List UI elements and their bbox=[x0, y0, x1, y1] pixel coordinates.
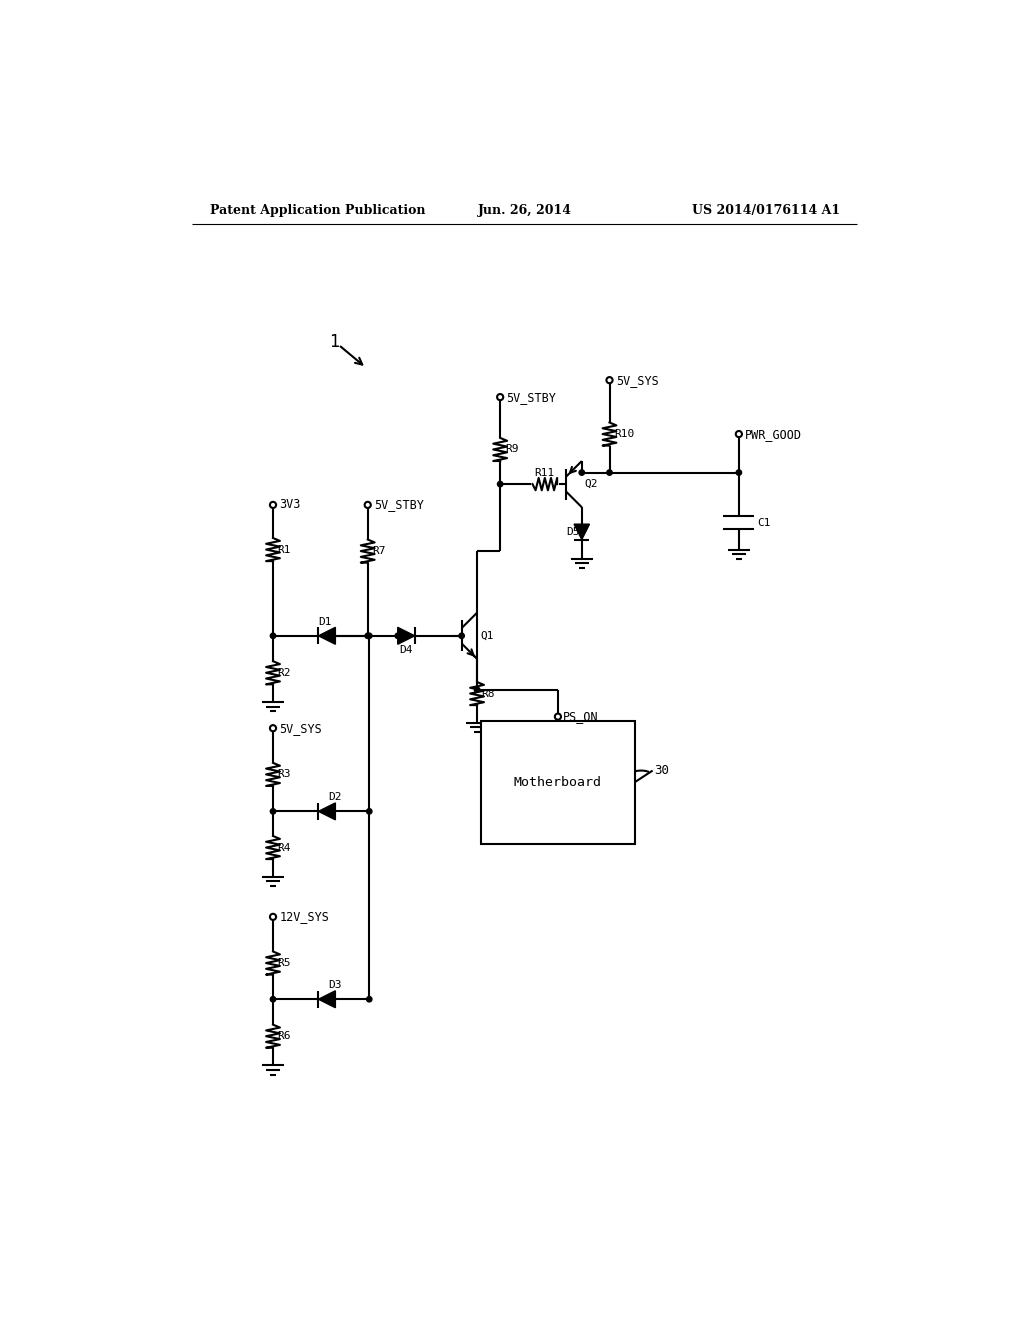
Text: R11: R11 bbox=[535, 469, 555, 478]
Text: 1: 1 bbox=[330, 333, 339, 351]
Text: 5V_STBY: 5V_STBY bbox=[374, 499, 424, 511]
Text: D5: D5 bbox=[566, 527, 580, 537]
Circle shape bbox=[474, 686, 480, 693]
Circle shape bbox=[367, 809, 372, 814]
Text: D2: D2 bbox=[329, 792, 342, 803]
Circle shape bbox=[459, 634, 464, 639]
Text: PS_ON: PS_ON bbox=[562, 710, 598, 723]
Polygon shape bbox=[574, 524, 590, 540]
Text: 30: 30 bbox=[654, 764, 669, 777]
Text: PWR_GOOD: PWR_GOOD bbox=[745, 428, 802, 441]
Text: Q2: Q2 bbox=[585, 479, 598, 490]
Text: Q1: Q1 bbox=[480, 631, 494, 640]
Circle shape bbox=[270, 997, 275, 1002]
Text: R8: R8 bbox=[481, 689, 496, 698]
Text: R10: R10 bbox=[614, 429, 635, 440]
Bar bbox=[481, 721, 635, 843]
Text: 3V3: 3V3 bbox=[280, 499, 301, 511]
Text: R4: R4 bbox=[278, 842, 291, 853]
Circle shape bbox=[365, 634, 371, 639]
Text: D1: D1 bbox=[318, 616, 332, 627]
Circle shape bbox=[367, 634, 372, 639]
Text: 5V_SYS: 5V_SYS bbox=[280, 722, 322, 735]
Circle shape bbox=[607, 470, 612, 475]
Text: 5V_SYS: 5V_SYS bbox=[615, 374, 658, 387]
Text: Motherboard: Motherboard bbox=[514, 776, 602, 788]
Polygon shape bbox=[318, 803, 336, 820]
Circle shape bbox=[580, 470, 585, 475]
Circle shape bbox=[270, 634, 275, 639]
Text: R7: R7 bbox=[373, 546, 386, 556]
Text: Jun. 26, 2014: Jun. 26, 2014 bbox=[478, 205, 571, 218]
Polygon shape bbox=[318, 991, 336, 1007]
Circle shape bbox=[498, 482, 503, 487]
Text: R6: R6 bbox=[278, 1031, 291, 1041]
Circle shape bbox=[270, 809, 275, 814]
Text: 5V_STBY: 5V_STBY bbox=[506, 391, 556, 404]
Text: US 2014/0176114 A1: US 2014/0176114 A1 bbox=[691, 205, 840, 218]
Text: 12V_SYS: 12V_SYS bbox=[280, 911, 329, 924]
Polygon shape bbox=[318, 627, 336, 644]
Text: R9: R9 bbox=[505, 445, 518, 454]
Circle shape bbox=[395, 634, 400, 639]
Circle shape bbox=[367, 997, 372, 1002]
Text: Patent Application Publication: Patent Application Publication bbox=[210, 205, 425, 218]
Text: D4: D4 bbox=[399, 644, 413, 655]
Text: R3: R3 bbox=[278, 770, 291, 779]
Text: R5: R5 bbox=[278, 958, 291, 968]
Text: D3: D3 bbox=[329, 981, 342, 990]
Text: C1: C1 bbox=[758, 517, 771, 528]
Text: R1: R1 bbox=[278, 545, 291, 554]
Polygon shape bbox=[397, 627, 415, 644]
Text: R2: R2 bbox=[278, 668, 291, 677]
Circle shape bbox=[736, 470, 741, 475]
